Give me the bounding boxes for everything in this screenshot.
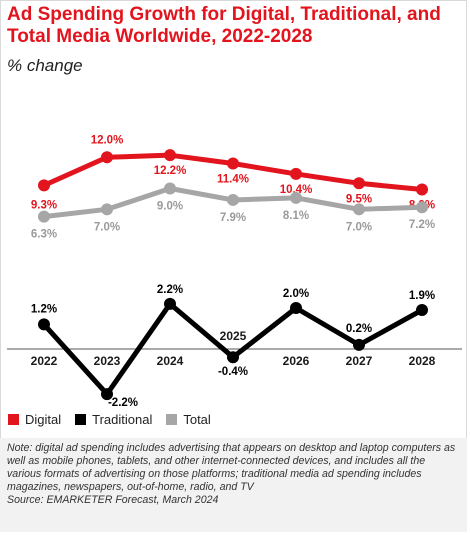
x-tick-label-2023: 2023 <box>94 354 121 368</box>
line-chart: 9.3%12.0%12.2%11.4%10.4%9.5%8.9%6.3%7.0%… <box>7 134 462 409</box>
digital-point-2023 <box>101 151 113 164</box>
traditional-data-label-2025: -0.4% <box>218 366 248 378</box>
legend-item-traditional: Traditional <box>75 412 152 427</box>
digital-data-label-2025: 11.4% <box>217 174 249 186</box>
traditional-data-label-2026: 2.0% <box>283 288 309 300</box>
traditional-point-2028 <box>416 304 428 317</box>
traditional-point-2022 <box>38 318 50 331</box>
legend-label-traditional: Traditional <box>92 412 153 427</box>
digital-point-2025 <box>227 157 239 170</box>
chart-title: Ad Spending Growth for Digital, Traditio… <box>7 4 441 47</box>
digital-point-2022 <box>38 179 50 192</box>
legend-swatch-digital <box>8 414 19 425</box>
total-point-2022 <box>38 210 50 223</box>
digital-data-label-2027: 9.5% <box>346 193 372 205</box>
total-data-label-2022: 6.3% <box>31 229 57 241</box>
total-data-label-2026: 8.1% <box>283 210 309 222</box>
legend-item-total: Total <box>166 412 211 427</box>
legend-swatch-total <box>166 414 178 425</box>
footnote-source: Source: EMARKETER Forecast, March 2024 <box>7 494 219 506</box>
total-data-label-2025: 7.9% <box>220 212 246 224</box>
footnote: Note: digital ad spending includes adver… <box>0 438 467 532</box>
x-tick-label-2027: 2027 <box>346 354 373 368</box>
chart-subtitle: % change <box>7 56 83 75</box>
digital-point-2026 <box>290 167 302 180</box>
digital-data-label-2024: 12.2% <box>154 165 187 177</box>
x-tick-label-2022: 2022 <box>31 354 58 368</box>
total-data-label-2028: 7.2% <box>409 219 435 231</box>
x-tick-label-2026: 2026 <box>283 354 310 368</box>
total-point-2028 <box>416 201 428 214</box>
traditional-point-2024 <box>164 297 176 310</box>
total-point-2023 <box>101 203 113 216</box>
traditional-point-2027 <box>353 338 365 351</box>
digital-data-label-2022: 9.3% <box>31 199 57 211</box>
digital-point-2027 <box>353 177 365 190</box>
x-tick-label-2028: 2028 <box>409 354 436 368</box>
x-tick-label-2024: 2024 <box>157 354 184 368</box>
traditional-data-label-2023: -2.2% <box>108 397 138 409</box>
digital-point-2028 <box>416 183 428 196</box>
legend-label-digital: Digital <box>25 412 62 427</box>
traditional-point-2026 <box>290 302 302 314</box>
traditional-data-label-2027: 0.2% <box>346 323 372 335</box>
traditional-point-2023 <box>101 388 113 401</box>
total-point-2025 <box>227 193 239 206</box>
traditional-data-label-2024: 2.2% <box>157 284 183 296</box>
legend-label-total: Total <box>183 412 211 427</box>
digital-data-label-2023: 12.0% <box>91 134 124 146</box>
x-tick-label-2025: 2025 <box>220 329 247 343</box>
traditional-data-label-2022: 1.2% <box>31 303 57 315</box>
legend: Digital Traditional Total <box>8 412 211 427</box>
total-point-2026 <box>290 191 302 204</box>
traditional-data-label-2028: 1.9% <box>409 290 435 302</box>
digital-data-label-2026: 10.4% <box>280 184 313 196</box>
total-point-2027 <box>353 203 365 216</box>
legend-item-digital: Digital <box>8 412 61 427</box>
digital-point-2024 <box>164 149 176 162</box>
total-data-label-2027: 7.0% <box>346 221 372 233</box>
total-data-label-2023: 7.0% <box>94 221 120 233</box>
total-data-label-2024: 9.0% <box>157 200 183 212</box>
traditional-point-2025 <box>227 351 239 364</box>
legend-swatch-traditional <box>75 414 87 425</box>
footnote-note: Note: digital ad spending includes adver… <box>7 442 456 493</box>
total-point-2024 <box>164 182 176 195</box>
